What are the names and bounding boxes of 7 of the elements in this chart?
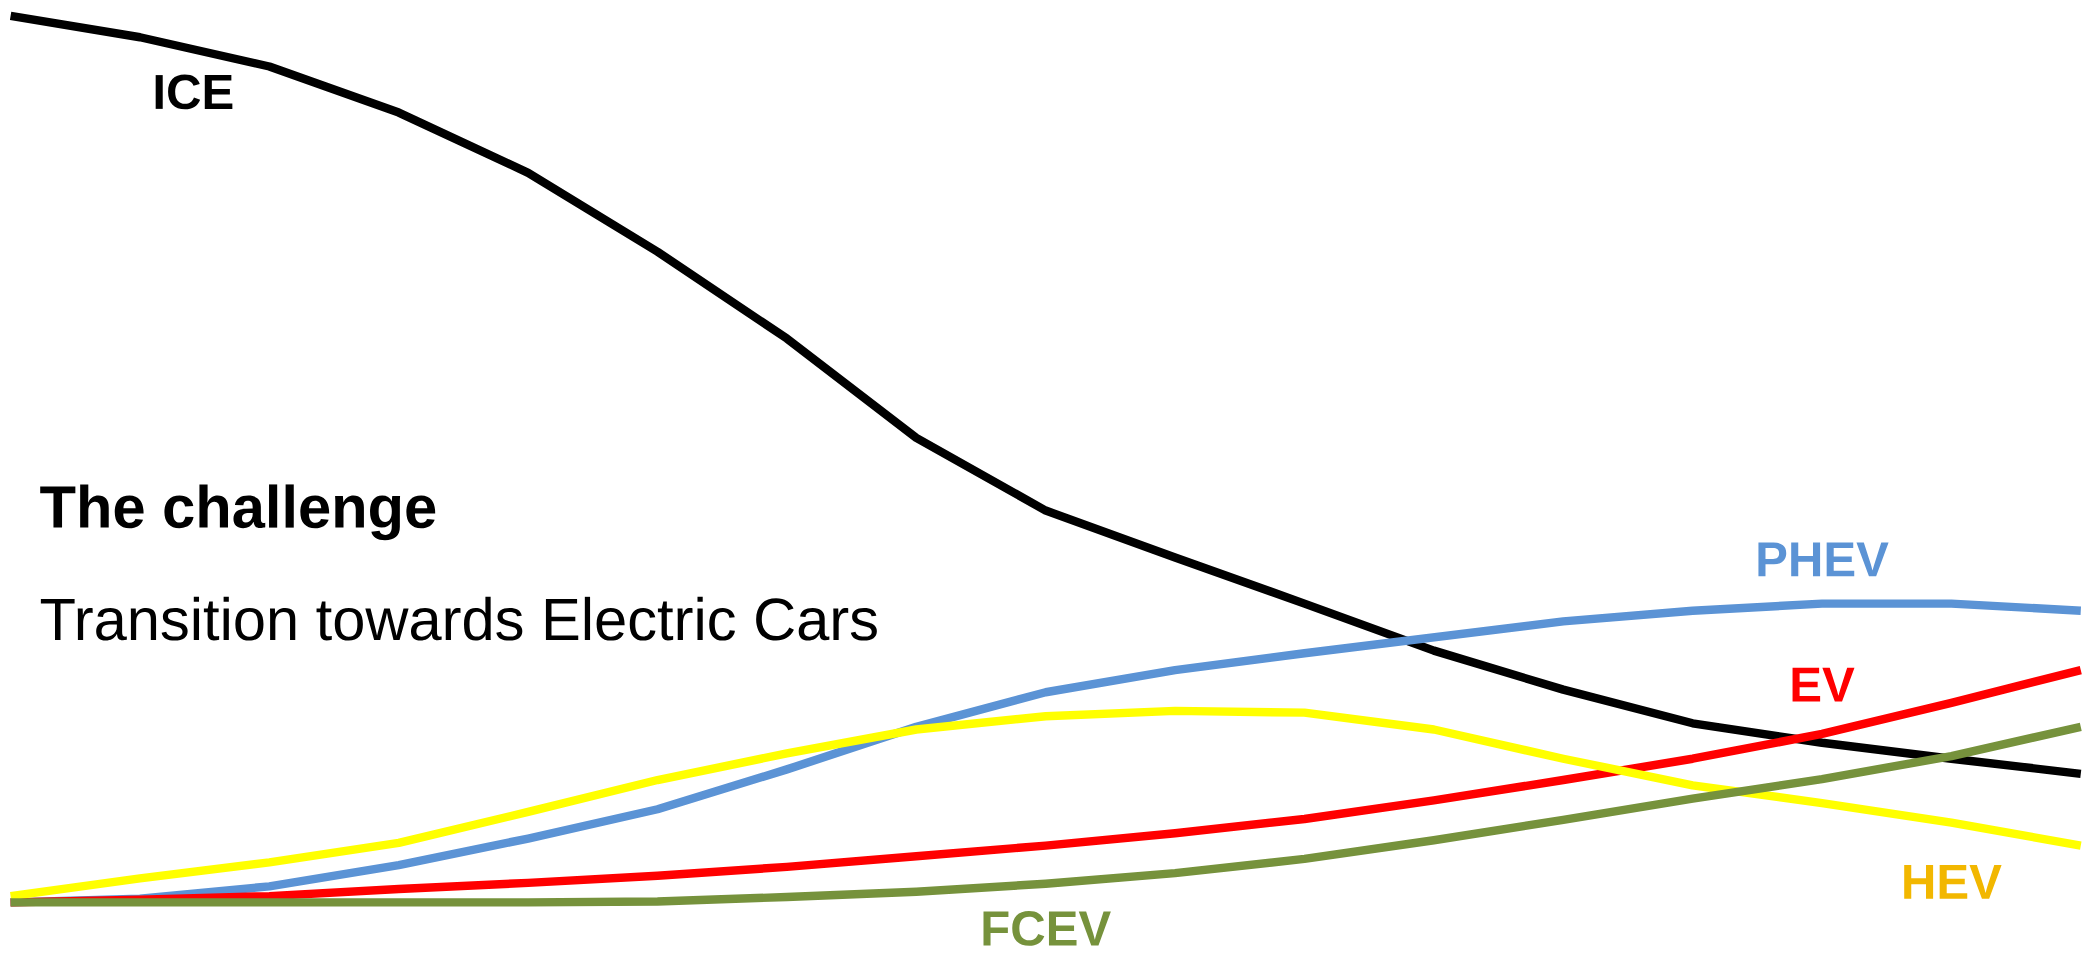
series-label: HEV bbox=[1904, 864, 2002, 899]
text: Transition towards Electric Cars bbox=[40, 596, 877, 641]
series-label: FCEV bbox=[983, 910, 1111, 946]
series-label: ICE bbox=[155, 74, 233, 110]
series-label: PHEV bbox=[1758, 542, 1889, 577]
text: The challenge bbox=[40, 484, 436, 541]
series-label: EV bbox=[1792, 667, 1855, 702]
